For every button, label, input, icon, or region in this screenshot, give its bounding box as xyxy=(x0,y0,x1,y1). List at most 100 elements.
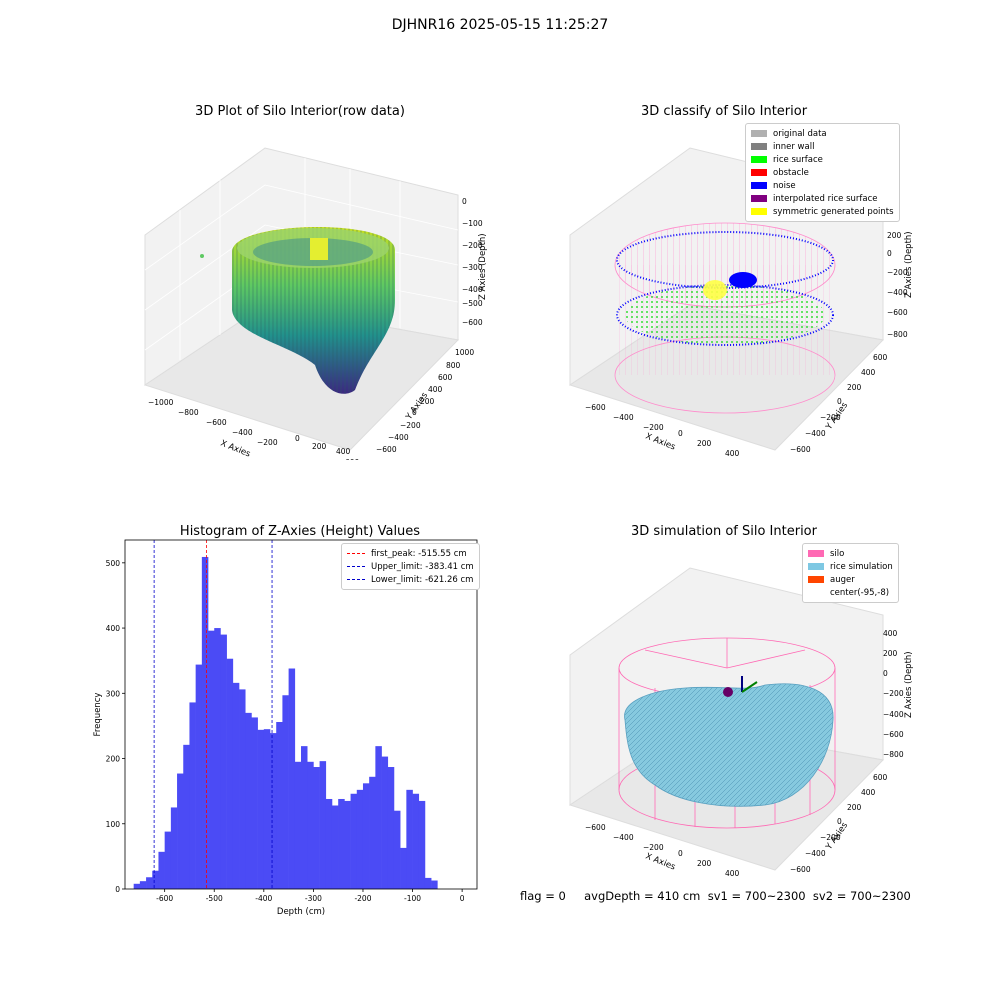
svg-text:−600: −600 xyxy=(376,445,397,454)
x-tick-label: -400 xyxy=(255,894,272,903)
histogram-bar xyxy=(282,695,289,889)
legend-entry: center(-95,-8) xyxy=(830,587,890,598)
svg-text:0: 0 xyxy=(678,849,683,858)
histogram-bar xyxy=(263,729,271,889)
histogram-bar xyxy=(146,877,153,889)
histogram-bar xyxy=(189,702,196,889)
histogram-bar xyxy=(170,807,178,889)
y-tick-label: 100 xyxy=(106,820,121,829)
svg-text:200: 200 xyxy=(887,231,902,240)
y-tick-label: 300 xyxy=(106,689,121,698)
svg-text:600: 600 xyxy=(873,773,888,782)
svg-text:200: 200 xyxy=(847,803,862,812)
histogram-bars xyxy=(133,556,438,889)
histogram-bar xyxy=(158,851,165,889)
histogram-bar xyxy=(331,805,339,889)
simulation-zlabel: Z Axies (Depth) xyxy=(904,651,914,718)
histogram-bar xyxy=(139,881,147,889)
svg-text:−400: −400 xyxy=(388,433,409,442)
svg-text:0: 0 xyxy=(837,817,842,826)
svg-text:800: 800 xyxy=(446,361,461,370)
histogram-title: Histogram of Z-Axies (Height) Values xyxy=(179,524,421,539)
legend-entry: rice surface xyxy=(751,153,894,166)
svg-text:200: 200 xyxy=(420,397,435,406)
svg-text:−800: −800 xyxy=(883,750,904,759)
classified-cloud xyxy=(614,222,836,414)
histogram-bar xyxy=(400,847,407,889)
svg-text:−200: −200 xyxy=(462,241,483,250)
y-ticks: 0 100 200 300 400 500 xyxy=(106,559,125,894)
svg-text:−800: −800 xyxy=(178,408,199,417)
histogram-bar xyxy=(350,793,358,889)
histogram-bar xyxy=(356,789,364,889)
svg-text:−400: −400 xyxy=(462,285,483,294)
legend-entry: original data xyxy=(751,127,894,140)
svg-text:−600: −600 xyxy=(883,730,904,739)
center-marker xyxy=(723,687,733,697)
svg-text:−400: −400 xyxy=(805,849,826,858)
svg-text:−200: −200 xyxy=(643,423,664,432)
histogram-bar xyxy=(294,761,302,889)
y-tick-label: 500 xyxy=(106,559,121,568)
simulation-xlabel: X Axies xyxy=(644,852,677,873)
histogram-vlines xyxy=(153,540,273,889)
histogram-bar xyxy=(276,722,283,889)
svg-text:−200: −200 xyxy=(643,843,664,852)
svg-text:200: 200 xyxy=(312,442,327,451)
y-axis-label: Frequency xyxy=(93,693,103,737)
x-tick-600: 600 xyxy=(345,458,360,460)
classify-zlabel: Z Axies (Depth) xyxy=(904,231,914,298)
rice-surface xyxy=(624,683,834,807)
histogram-bar xyxy=(381,756,389,889)
classify-legend: original data inner wall rice surface ob… xyxy=(745,123,900,222)
svg-text:−600: −600 xyxy=(462,318,483,327)
histogram-bar xyxy=(319,761,327,889)
svg-text:−600: −600 xyxy=(585,403,606,412)
legend-entry: obstacle xyxy=(751,166,894,179)
legend-entry: interpolated rice surface xyxy=(751,192,894,205)
histogram-bar xyxy=(387,767,395,889)
svg-text:−400: −400 xyxy=(805,429,826,438)
histogram-bar xyxy=(362,783,370,889)
histogram-bar xyxy=(195,664,203,889)
x-tick-label: -200 xyxy=(354,894,371,903)
legend-entry: silo xyxy=(808,547,893,560)
histogram-chart: -600 -500 -400 -300 -200 -100 0 0 100 200 300 400 5… xyxy=(93,539,478,917)
histogram-bar xyxy=(214,628,221,889)
svg-text:400: 400 xyxy=(725,869,740,878)
svg-text:−200: −200 xyxy=(887,268,908,277)
svg-text:0: 0 xyxy=(883,669,888,678)
svg-text:−100: −100 xyxy=(462,219,483,228)
x-tick-label: -100 xyxy=(404,894,421,903)
svg-text:−200: −200 xyxy=(820,413,841,422)
svg-text:−600: −600 xyxy=(206,418,227,427)
svg-text:−400: −400 xyxy=(613,413,634,422)
legend-entry: auger xyxy=(808,573,893,586)
histogram-bar xyxy=(201,556,209,889)
svg-text:600: 600 xyxy=(438,373,453,382)
svg-text:400: 400 xyxy=(725,449,740,458)
histogram-bar xyxy=(183,744,190,889)
svg-text:0: 0 xyxy=(837,397,842,406)
svg-text:0: 0 xyxy=(295,434,300,443)
histogram-bar xyxy=(245,712,252,889)
x-axis-label: Depth (cm) xyxy=(277,907,325,917)
svg-text:−500: −500 xyxy=(462,299,483,308)
legend-entry: Lower_limit: -621.26 cm xyxy=(347,573,474,586)
svg-text:1000: 1000 xyxy=(455,348,474,357)
plot-frame xyxy=(124,539,478,890)
svg-text:−400: −400 xyxy=(883,710,904,719)
histogram-bar xyxy=(431,880,438,889)
legend-entry: symmetric generated points xyxy=(751,205,894,218)
svg-text:−1000: −1000 xyxy=(148,398,174,407)
classify-plot-title: 3D classify of Silo Interior xyxy=(640,104,808,119)
svg-text:400: 400 xyxy=(883,629,898,638)
svg-text:−600: −600 xyxy=(887,308,908,317)
histogram-bar xyxy=(251,717,258,889)
raw-ylabel: Y Axies xyxy=(404,390,431,422)
histogram-bar xyxy=(313,767,320,889)
svg-text:−400: −400 xyxy=(887,288,908,297)
svg-text:−400: −400 xyxy=(232,428,253,437)
